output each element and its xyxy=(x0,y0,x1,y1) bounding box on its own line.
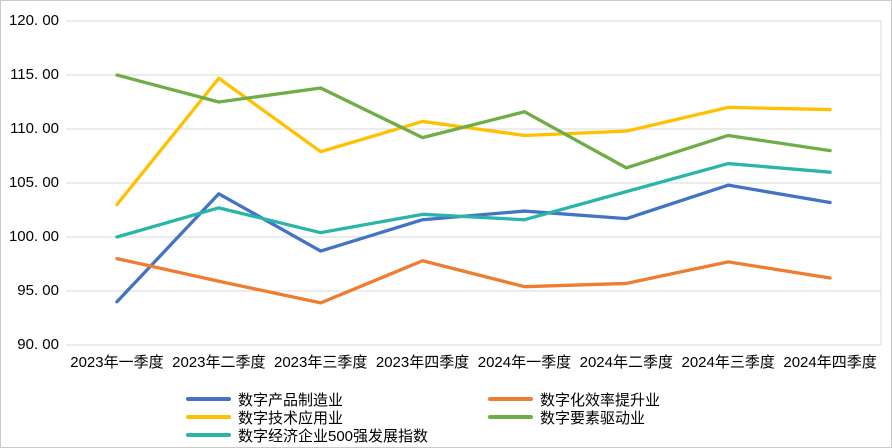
legend-label: 数字经济企业500强发展指数 xyxy=(238,427,429,445)
x-axis-tick-label: 2024年二季度 xyxy=(579,354,673,371)
y-axis-tick-label: 100. 00 xyxy=(8,228,59,245)
y-axis-tick-label: 110. 00 xyxy=(10,120,59,137)
legend-line-swatch-icon xyxy=(186,433,231,437)
y-axis-tick-label: 105. 00 xyxy=(8,174,59,191)
series-line-4 xyxy=(115,161,832,239)
y-axis-tick-label: 115. 00 xyxy=(10,66,59,83)
legend-item-0: 数字产品制造业 xyxy=(186,390,344,409)
legend-label: 数字技术应用业 xyxy=(238,409,344,427)
x-axis-tick-label: 2024年四季度 xyxy=(783,354,877,371)
legend-line-swatch-icon xyxy=(488,397,533,401)
x-axis-tick-label: 2024年三季度 xyxy=(681,354,775,371)
x-axis-tick-label: 2023年四季度 xyxy=(375,354,470,371)
y-axis-tick-label: 120. 00 xyxy=(8,12,59,29)
legend-line-swatch-icon xyxy=(488,415,533,419)
x-axis-tick-label: 2023年二季度 xyxy=(172,354,266,371)
y-axis-tick-label: 90. 00 xyxy=(17,336,59,353)
legend-label: 数字化效率提升业 xyxy=(540,391,661,409)
legend-item-3: 数字要素驱动业 xyxy=(488,408,646,427)
x-axis-tick-label: 2023年三季度 xyxy=(274,354,368,371)
legend-item-4: 数字经济企业500强发展指数 xyxy=(186,426,429,445)
x-axis-tick-label: 2023年一季度 xyxy=(70,354,164,371)
x-axis-tick-label: 2024年一季度 xyxy=(477,354,572,371)
legend-label: 数字要素驱动业 xyxy=(540,409,646,427)
legend-line-swatch-icon xyxy=(186,415,231,419)
legend-item-2: 数字技术应用业 xyxy=(186,408,344,427)
y-axis-tick-label: 95. 00 xyxy=(17,282,59,299)
series-line-2 xyxy=(115,76,832,207)
legend-item-1: 数字化效率提升业 xyxy=(488,390,661,409)
legend-label: 数字产品制造业 xyxy=(238,391,344,409)
legend-line-swatch-icon xyxy=(186,397,231,401)
series-line-0 xyxy=(115,183,832,304)
series-line-3 xyxy=(115,73,832,170)
series-line-1 xyxy=(115,256,832,305)
